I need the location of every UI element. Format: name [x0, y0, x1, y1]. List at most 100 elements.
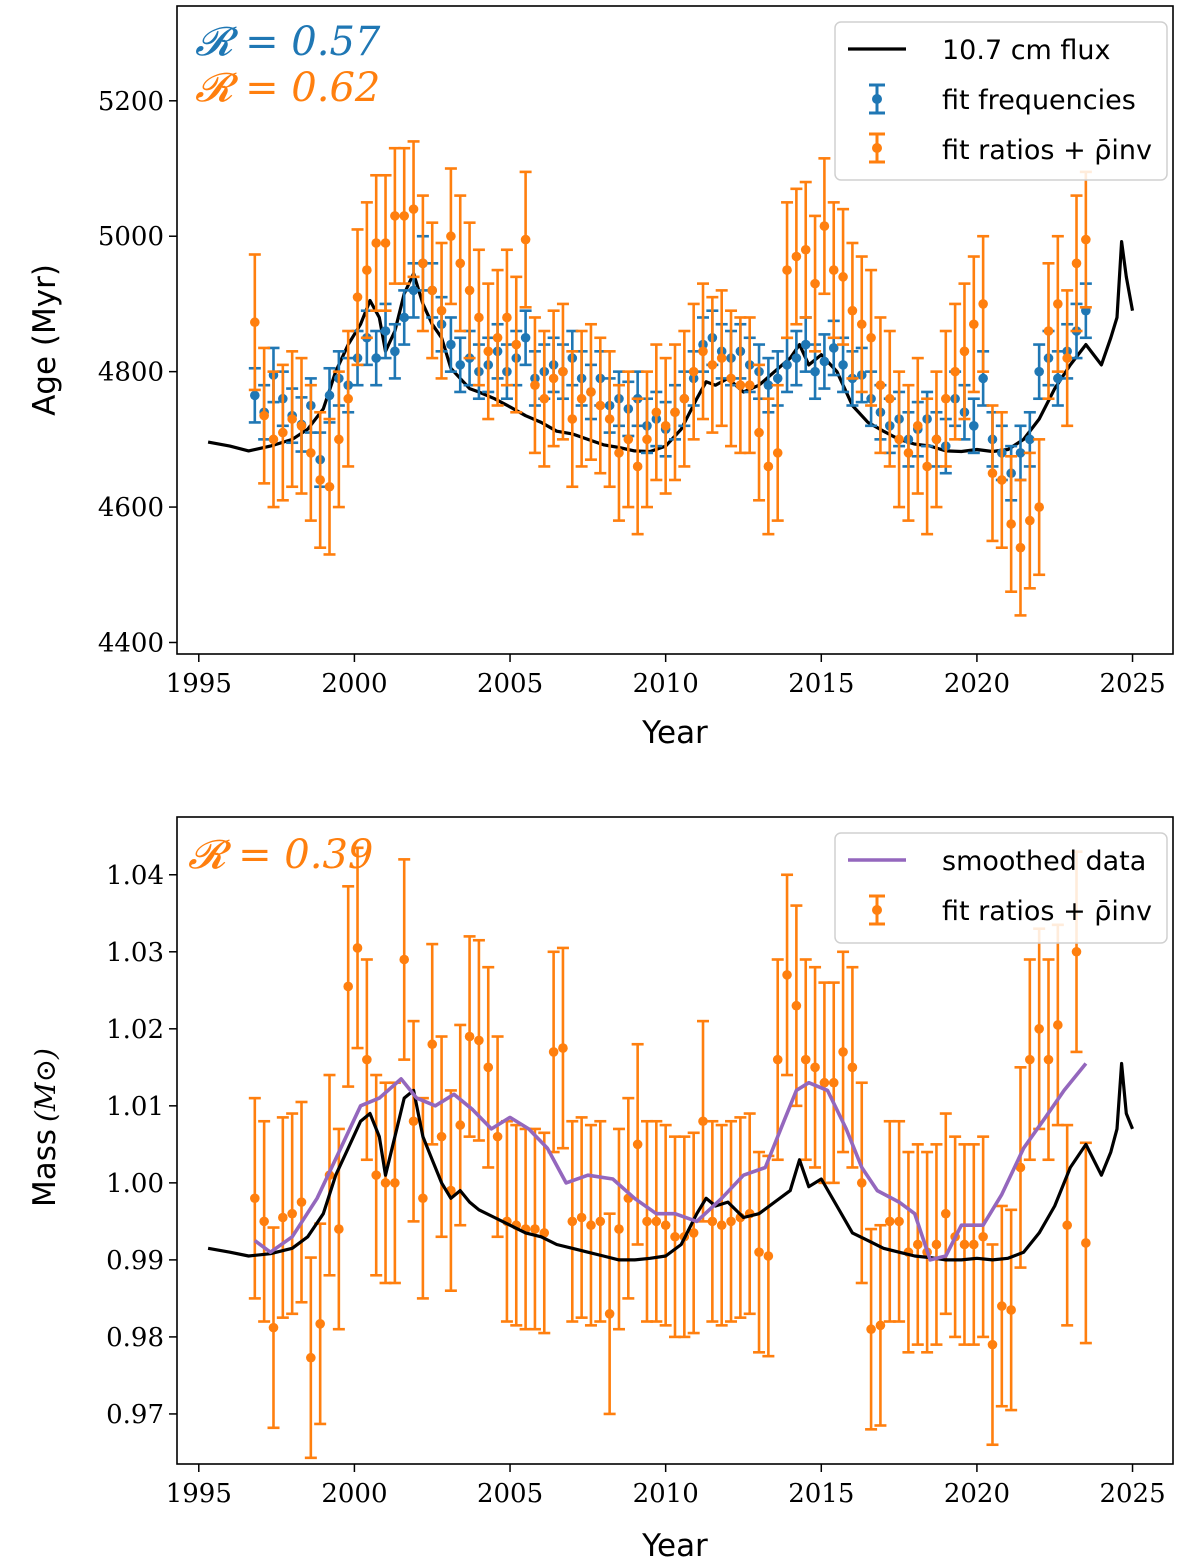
data-point: [324, 390, 335, 401]
data-point: [856, 319, 867, 330]
x-tick-label: 1995: [166, 1479, 232, 1509]
age-ratios-point: [893, 370, 906, 509]
data-point: [828, 1077, 839, 1088]
data-point: [1015, 1162, 1026, 1173]
data-point: [940, 393, 951, 404]
y-tick-label: 4600: [98, 493, 164, 523]
data-point: [362, 1054, 372, 1065]
age-ratios-point: [332, 370, 345, 509]
y-tick-label: 0.98: [106, 1323, 164, 1353]
data-point: [446, 231, 456, 242]
legend-frequencies-marker: [869, 83, 885, 115]
mass-ratios-point: [435, 1035, 448, 1239]
mass-ratios-point: [267, 1226, 280, 1430]
data-point: [623, 434, 634, 445]
age-ratios-point: [342, 329, 355, 468]
mass-ratios-point: [1023, 958, 1036, 1162]
age-ratios-point: [631, 397, 644, 536]
data-point: [978, 373, 988, 384]
data-point: [987, 468, 998, 479]
data-point: [912, 421, 923, 431]
data-point: [772, 373, 783, 384]
data-point: [969, 319, 979, 330]
data-point: [978, 299, 988, 309]
data-point: [278, 427, 288, 438]
age-ratios-point: [444, 167, 457, 306]
data-point: [259, 1216, 269, 1227]
mass-ratios-point: [332, 1127, 345, 1331]
data-point: [1053, 373, 1063, 384]
data-point: [1081, 234, 1091, 245]
age-ratios-point: [379, 173, 392, 313]
mass-ratios-point: [753, 1150, 766, 1354]
age-ratios-point: [725, 309, 738, 448]
mass-ratios-point: [248, 1096, 261, 1300]
data-point: [1071, 258, 1082, 269]
mass-ratios-point: [612, 1127, 625, 1331]
age-ratios-point: [874, 316, 887, 455]
data-point: [763, 1251, 774, 1261]
data-point: [446, 339, 456, 350]
age-ratios-point: [855, 255, 868, 394]
mass-ratios-point: [1079, 1141, 1092, 1345]
data-point: [632, 461, 643, 472]
data-point: [660, 1220, 671, 1231]
data-point: [1015, 542, 1026, 553]
age-ratios-point: [500, 248, 513, 387]
age-ratios-point: [967, 255, 980, 394]
data-point: [380, 238, 391, 248]
data-point: [1025, 434, 1035, 445]
age-ratios-point: [753, 363, 766, 502]
data-point: [1062, 1220, 1072, 1231]
age-ratios-point: [612, 383, 625, 522]
age-ratios-point: [818, 157, 831, 296]
age-ratios-point: [771, 383, 784, 522]
data-point: [726, 1216, 736, 1227]
mass-ratios-point: [725, 1119, 738, 1323]
age-ratios-point: [1042, 262, 1055, 401]
data-point: [716, 353, 727, 363]
age-frequencies-point: [1033, 343, 1046, 401]
data-point: [651, 407, 662, 418]
age-ratios-point: [276, 363, 289, 502]
data-point: [334, 1224, 344, 1234]
data-point: [875, 1320, 886, 1331]
data-point: [912, 1239, 923, 1250]
mass-y-axis-unit: (M⊙): [29, 1048, 62, 1122]
data-point: [483, 1062, 494, 1073]
age-ratios-point: [986, 404, 999, 543]
data-point: [455, 1120, 466, 1130]
mass-ratios-point: [650, 1119, 663, 1323]
data-point: [511, 339, 522, 350]
data-point: [250, 1193, 260, 1204]
age-ratios-point: [640, 370, 653, 509]
data-point: [1034, 502, 1044, 512]
y-tick-label: 5000: [98, 222, 164, 252]
data-point: [922, 461, 932, 472]
mass-smoothed-line: [253, 1062, 1088, 1262]
data-point: [539, 1228, 550, 1238]
data-point: [306, 1352, 316, 1363]
data-point: [670, 1231, 680, 1242]
data-point: [250, 317, 260, 328]
data-point: [492, 1131, 503, 1142]
data-point: [1053, 299, 1063, 309]
mass-ratios-point: [893, 1119, 906, 1323]
data-point: [259, 410, 269, 421]
mass-ratios-point: [547, 950, 560, 1154]
age-ratios-point: [1023, 451, 1036, 590]
age-ratios-point: [556, 302, 569, 441]
age-frequencies-point: [519, 309, 532, 367]
data-point: [464, 1031, 475, 1042]
age-ratios-point: [323, 417, 336, 556]
y-tick-label: 0.97: [106, 1400, 164, 1430]
data-point: [296, 1197, 307, 1207]
age-ratios-point: [883, 329, 896, 468]
data-point: [1015, 448, 1026, 458]
mass-x-ticks: 1995 2000 2005 2010 2015 2020 2025: [166, 1464, 1166, 1509]
data-point: [418, 1193, 428, 1204]
data-point: [856, 1178, 867, 1188]
x-tick-label: 2000: [321, 1479, 387, 1509]
age-ratios-point: [1079, 170, 1092, 309]
data-point: [828, 265, 839, 275]
